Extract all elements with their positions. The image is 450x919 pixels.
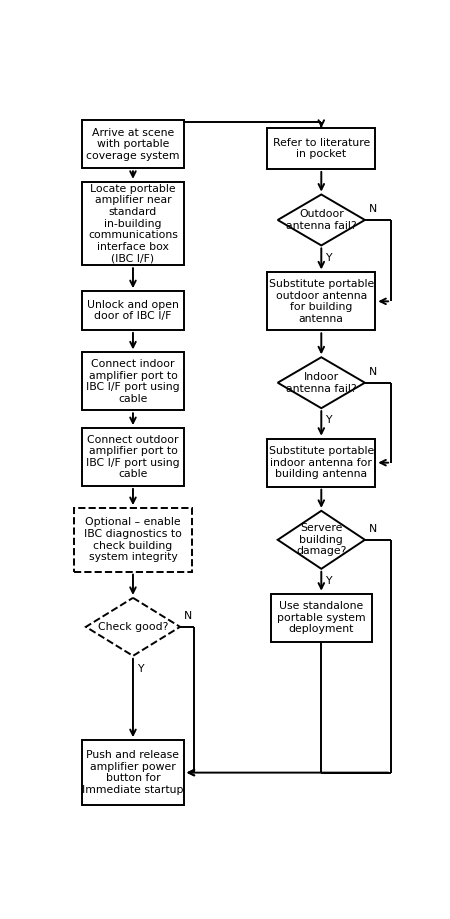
Text: Unlock and open
door of IBC I/F: Unlock and open door of IBC I/F (87, 300, 179, 322)
FancyBboxPatch shape (267, 438, 375, 487)
Text: Locate portable
amplifier near
standard
in-building
communications
interface box: Locate portable amplifier near standard … (88, 184, 178, 264)
FancyBboxPatch shape (82, 182, 184, 266)
Text: Y: Y (325, 415, 332, 425)
Text: Push and release
amplifier power
button for
Immediate startup: Push and release amplifier power button … (82, 750, 184, 795)
Text: N: N (184, 611, 193, 621)
FancyBboxPatch shape (271, 594, 372, 641)
FancyBboxPatch shape (82, 740, 184, 805)
Text: Substitute portable
outdoor antenna
for building
antenna: Substitute portable outdoor antenna for … (269, 279, 374, 323)
Text: N: N (369, 367, 377, 377)
Text: Use standalone
portable system
deployment: Use standalone portable system deploymen… (277, 601, 365, 634)
Text: N: N (369, 524, 377, 534)
Polygon shape (278, 511, 365, 569)
Polygon shape (86, 598, 180, 656)
Text: Refer to literature
in pocket: Refer to literature in pocket (273, 138, 370, 159)
Text: Connect indoor
amplifier port to
IBC I/F port using
cable: Connect indoor amplifier port to IBC I/F… (86, 359, 180, 403)
Text: Indoor
antenna fail?: Indoor antenna fail? (286, 372, 356, 393)
FancyBboxPatch shape (267, 128, 375, 169)
FancyBboxPatch shape (267, 272, 375, 330)
Text: Check good?: Check good? (98, 622, 168, 632)
Text: Y: Y (137, 664, 144, 675)
Text: N: N (369, 204, 377, 214)
Polygon shape (278, 357, 365, 408)
Text: Substitute portable
indoor antenna for
building antenna: Substitute portable indoor antenna for b… (269, 446, 374, 480)
FancyBboxPatch shape (82, 291, 184, 330)
Text: Servere
building
damage?: Servere building damage? (296, 523, 346, 556)
FancyBboxPatch shape (82, 120, 184, 168)
Text: Outdoor
antenna fail?: Outdoor antenna fail? (286, 210, 356, 231)
Polygon shape (278, 195, 365, 245)
Text: Optional – enable
IBC diagnostics to
check building
system integrity: Optional – enable IBC diagnostics to che… (84, 517, 182, 562)
Text: Y: Y (325, 576, 332, 586)
Text: Connect outdoor
amplifier port to
IBC I/F port using
cable: Connect outdoor amplifier port to IBC I/… (86, 435, 180, 480)
FancyBboxPatch shape (82, 428, 184, 486)
FancyBboxPatch shape (82, 352, 184, 410)
Text: Arrive at scene
with portable
coverage system: Arrive at scene with portable coverage s… (86, 128, 180, 161)
Text: Y: Y (325, 253, 332, 263)
FancyBboxPatch shape (74, 508, 192, 572)
